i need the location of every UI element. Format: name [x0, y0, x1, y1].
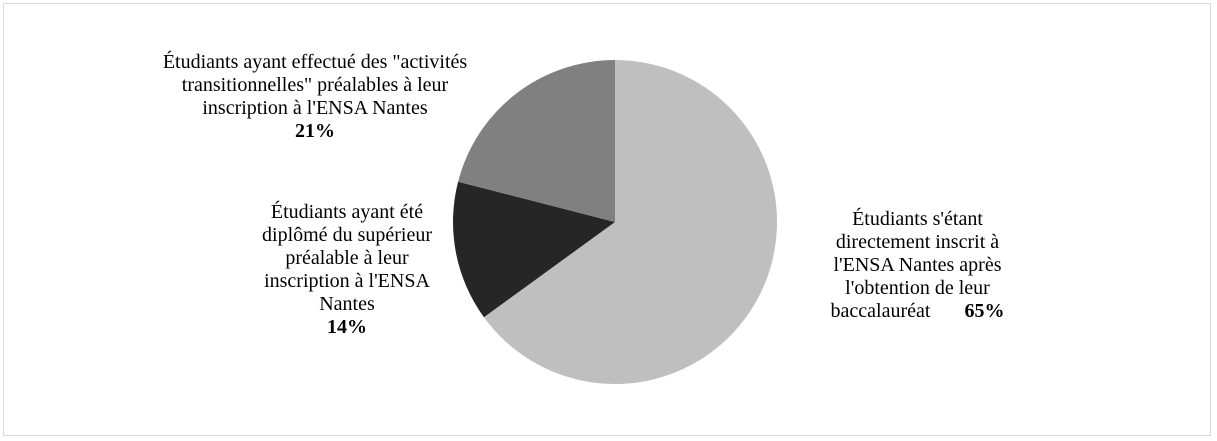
slice-label-direct: Étudiants s'étant directement inscrit à …	[775, 208, 1060, 323]
slice-value-transitional: 21%	[295, 120, 335, 142]
slice-label-direct-line-1: Étudiants s'étant	[852, 208, 983, 230]
slice-label-transitional-line-2: transitionnelles" préalables à leur	[181, 74, 449, 96]
slice-label-graduated: Étudiants ayant été diplômé du supérieur…	[227, 201, 467, 339]
slice-label-direct-line-4: l'obtention de leur	[845, 277, 990, 299]
pie-slice-direct	[483, 60, 777, 384]
slice-label-graduated-line-3: préalable à leur	[285, 247, 409, 269]
slice-label-graduated-line-2: diplômé du supérieur	[262, 224, 432, 246]
slice-label-graduated-line-5: Nantes	[319, 293, 375, 315]
slice-label-transitional-line-1: Étudiants ayant effectué des "activités	[162, 51, 468, 73]
slice-value-graduated: 14%	[327, 316, 367, 338]
slice-label-transitional: Étudiants ayant effectué des "activités …	[120, 51, 510, 143]
slice-label-direct-line-2: directement inscrit à	[835, 231, 1000, 253]
slice-label-transitional-line-3: inscription à l'ENSA Nantes	[202, 97, 428, 119]
slice-label-direct-line-5: baccalauréat	[830, 300, 931, 322]
slice-label-graduated-line-1: Étudiants ayant été	[270, 201, 424, 223]
pie-slice-graduated	[453, 181, 615, 318]
pie-slice-transitional	[458, 60, 615, 222]
slice-label-direct-line-3: l'ENSA Nantes après	[833, 254, 1002, 276]
slice-label-graduated-line-4: inscription à l'ENSA	[264, 270, 430, 292]
slice-value-direct: 65%	[964, 300, 1005, 322]
